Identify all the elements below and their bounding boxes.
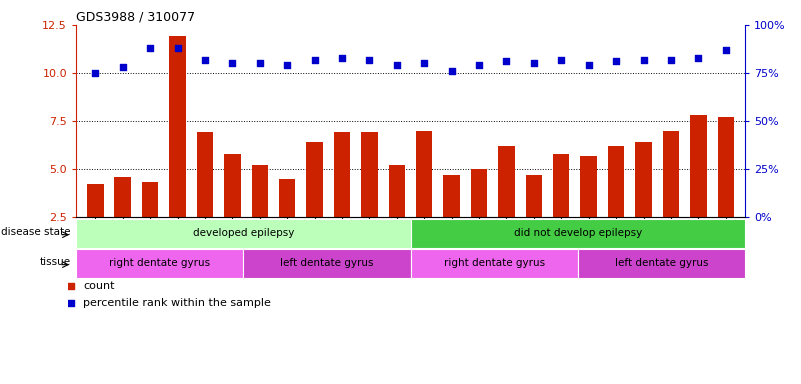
Bar [553,154,570,265]
Point [692,55,705,61]
Point [336,55,348,61]
Point [582,62,595,68]
Point [116,64,129,70]
Text: tissue: tissue [39,257,70,267]
Bar [690,115,706,265]
Point [665,56,678,63]
Bar [662,131,679,265]
Bar [252,165,268,265]
Bar [224,154,240,265]
Point [473,62,485,68]
Text: did not develop epilepsy: did not develop epilepsy [513,228,642,238]
Bar [608,146,624,265]
Point [308,56,321,63]
Point [527,60,540,66]
Bar [471,169,487,265]
Point [281,62,294,68]
Point [431,40,444,46]
Point [199,56,211,63]
Bar [279,179,296,265]
Bar [581,156,597,265]
Bar [76,249,244,278]
Point [610,58,622,65]
Point [143,45,156,51]
Point [500,58,513,65]
Point [171,45,184,51]
Text: percentile rank within the sample: percentile rank within the sample [83,298,271,308]
Bar [142,182,159,265]
Bar [498,146,515,265]
Bar [115,177,131,265]
Text: right dentate gyrus: right dentate gyrus [444,258,545,268]
Point [555,56,568,63]
Text: left dentate gyrus: left dentate gyrus [280,258,373,268]
Bar [169,36,186,265]
Point [418,60,431,66]
Bar [416,131,433,265]
Bar [87,184,103,265]
Text: left dentate gyrus: left dentate gyrus [614,258,708,268]
Bar [306,142,323,265]
Point [431,194,444,200]
Point [719,47,732,53]
Bar [578,249,745,278]
Text: count: count [83,281,115,291]
Text: developed epilepsy: developed epilepsy [192,228,294,238]
Bar [361,132,377,265]
Bar [444,175,460,265]
Text: GDS3988 / 310077: GDS3988 / 310077 [76,11,195,24]
Bar [410,219,745,248]
Bar [334,132,350,265]
Point [253,60,266,66]
Point [637,56,650,63]
Point [390,62,403,68]
Bar [718,117,734,265]
Text: disease state: disease state [1,227,70,237]
Point [363,56,376,63]
Bar [388,165,405,265]
Bar [525,175,542,265]
Bar [244,249,410,278]
Point [226,60,239,66]
Bar [410,249,578,278]
Bar [76,219,410,248]
Bar [197,132,213,265]
Bar [635,142,652,265]
Point [89,70,102,76]
Point [445,68,458,74]
Text: right dentate gyrus: right dentate gyrus [109,258,210,268]
